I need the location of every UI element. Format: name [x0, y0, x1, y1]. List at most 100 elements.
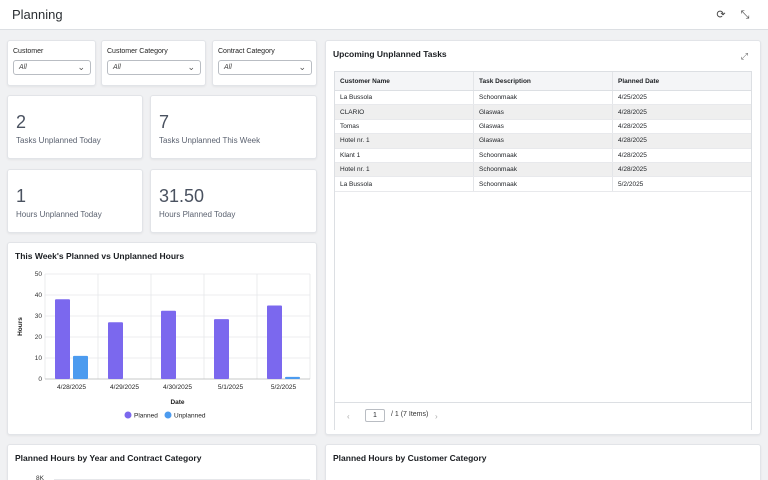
upcoming-tasks-card: Upcoming Unplanned Tasks ⤢ Customer Name… [325, 40, 761, 435]
y-tick-label: 50 [35, 271, 43, 278]
task-description-cell: Glaswas [474, 105, 613, 119]
top-bar: Planning ⟳ ⤡ [0, 0, 768, 30]
table-row[interactable]: Klant 1 Schoonmaak 4/28/2025 [335, 148, 751, 163]
filter-customer-category: Customer Category All ⌄ [101, 40, 206, 86]
kpi-value: 7 [159, 112, 170, 132]
kpi-label: Hours Unplanned Today [16, 210, 102, 219]
refresh-icon[interactable]: ⟳ [716, 9, 726, 21]
kpi-value: 31.50 [159, 186, 205, 206]
column-header-planned-date[interactable]: Planned Date [618, 77, 660, 85]
chevron-down-icon: ⌄ [77, 62, 85, 72]
y-tick-label: 30 [35, 313, 43, 320]
table-row[interactable]: La Bussola Schoonmaak 5/2/2025 [335, 177, 751, 192]
y-tick-label: 8K [36, 475, 44, 480]
customer-name-cell: Hotel nr. 1 [335, 163, 474, 177]
filter-label: Customer [13, 48, 44, 55]
y-tick-label: 20 [35, 334, 43, 341]
customer-name-cell: Hotel nr. 1 [335, 134, 474, 148]
y-tick-label: 40 [35, 292, 43, 299]
x-tick-label: 4/30/2025 [163, 384, 192, 391]
table-row[interactable]: CLARIO Glaswas 4/28/2025 [335, 105, 751, 120]
planned-date-cell: 4/28/2025 [618, 137, 647, 145]
bar-unplanned [285, 376, 300, 379]
pager: ‹ 1 / 1 (7 Items) › [335, 402, 751, 430]
customer-name-cell: CLARIO [335, 105, 474, 119]
kpi-value: 2 [16, 112, 27, 132]
kpi-hours-planned-today: 31.50 Hours Planned Today [150, 169, 317, 233]
bar-planned [55, 299, 70, 379]
bar-planned [267, 305, 282, 379]
planned-date-cell: 4/25/2025 [618, 94, 647, 102]
planned-date-cell: 5/2/2025 [618, 180, 644, 188]
planned-date-cell: 4/28/2025 [618, 151, 647, 159]
chart-title: Planned Hours by Customer Category [333, 453, 487, 463]
chevron-down-icon: ⌄ [298, 62, 306, 72]
kpi-label: Tasks Unplanned This Week [159, 136, 261, 145]
x-tick-label: 4/29/2025 [110, 384, 139, 391]
legend-label-planned: Planned [134, 412, 158, 419]
column-header-customer-name[interactable]: Customer Name [335, 72, 474, 90]
bar-planned [214, 319, 229, 379]
kpi-tasks-unplanned-today: 2 Tasks Unplanned Today [7, 95, 143, 159]
page-title: Planning [12, 7, 63, 22]
x-tick-label: 5/1/2025 [218, 384, 244, 391]
planned-date-cell: 4/28/2025 [618, 122, 647, 130]
collapse-icon[interactable]: ⤡ [740, 9, 750, 21]
filter-label: Customer Category [107, 48, 168, 55]
legend-swatch-unplanned [164, 411, 172, 419]
year-contract-chart-card: Planned Hours by Year and Contract Categ… [7, 444, 317, 480]
select-value: All [19, 64, 27, 71]
expand-icon[interactable]: ⤢ [740, 51, 748, 61]
x-tick-label: 4/28/2025 [57, 384, 86, 391]
planned-date-cell: 4/28/2025 [618, 108, 647, 116]
chart-title: Planned Hours by Year and Contract Categ… [15, 453, 202, 463]
y-tick-label: 0 [38, 376, 42, 383]
table-row[interactable]: La Bussola Schoonmaak 4/25/2025 [335, 91, 751, 106]
table-row[interactable]: Hotel nr. 1 Glaswas 4/28/2025 [335, 134, 751, 149]
task-description-cell: Schoonmaak [474, 91, 613, 105]
filter-customer: Customer All ⌄ [7, 40, 96, 86]
bar-unplanned [73, 355, 88, 379]
task-description-cell: Schoonmaak [474, 148, 613, 162]
filter-label: Contract Category [218, 48, 275, 55]
chart-title: This Week's Planned vs Unplanned Hours [15, 251, 185, 261]
grid-header: Customer Name Task Description Planned D… [335, 72, 751, 91]
kpi-tasks-unplanned-week: 7 Tasks Unplanned This Week [150, 95, 317, 159]
select-value: All [224, 64, 232, 71]
customer-name-cell: Tomas [335, 119, 474, 134]
column-header-task-description[interactable]: Task Description [474, 72, 613, 90]
customer-category-select[interactable]: All ⌄ [107, 60, 201, 75]
contract-category-select[interactable]: All ⌄ [218, 60, 312, 75]
customer-category-chart-card: Planned Hours by Customer Category [325, 444, 761, 480]
legend-swatch-planned [124, 411, 132, 419]
weekly-hours-chart-card: This Week's Planned vs Unplanned Hours 0… [7, 242, 317, 435]
legend-label-unplanned: Unplanned [174, 412, 206, 419]
card-title: Upcoming Unplanned Tasks [333, 49, 447, 59]
customer-name-cell: La Bussola [335, 177, 474, 191]
customer-name-cell: Klant 1 [335, 148, 474, 162]
kpi-label: Hours Planned Today [159, 210, 236, 219]
table-row[interactable]: Tomas Glaswas 4/28/2025 [335, 119, 751, 135]
task-description-cell: Glaswas [474, 134, 613, 148]
weekly-hours-chart: 0 10 20 30 40 50 4/28/2025 4/29/2025 4/30/2025 5/… [17, 271, 311, 419]
x-axis-label: Date [170, 399, 184, 406]
chevron-left-icon[interactable]: ‹ [347, 412, 350, 421]
chevron-down-icon: ⌄ [187, 62, 195, 72]
page-input[interactable]: 1 [365, 409, 385, 422]
task-description-cell: Schoonmaak [474, 177, 613, 191]
table-row[interactable]: Hotel nr. 1 Schoonmaak 4/28/2025 [335, 163, 751, 178]
planned-date-cell: 4/28/2025 [618, 166, 647, 174]
bar-planned [161, 310, 176, 379]
kpi-hours-unplanned-today: 1 Hours Unplanned Today [7, 169, 143, 233]
bar-planned [108, 322, 123, 379]
filter-contract-category: Contract Category All ⌄ [212, 40, 317, 86]
select-value: All [113, 64, 121, 71]
task-description-cell: Glaswas [474, 119, 613, 134]
customer-select[interactable]: All ⌄ [13, 60, 91, 75]
kpi-label: Tasks Unplanned Today [16, 136, 101, 145]
chevron-right-icon[interactable]: › [435, 412, 438, 421]
page-summary: / 1 (7 Items) [391, 411, 429, 418]
x-tick-label: 5/2/2025 [271, 384, 297, 391]
task-description-cell: Schoonmaak [474, 163, 613, 177]
y-axis-label: Hours [17, 317, 24, 336]
